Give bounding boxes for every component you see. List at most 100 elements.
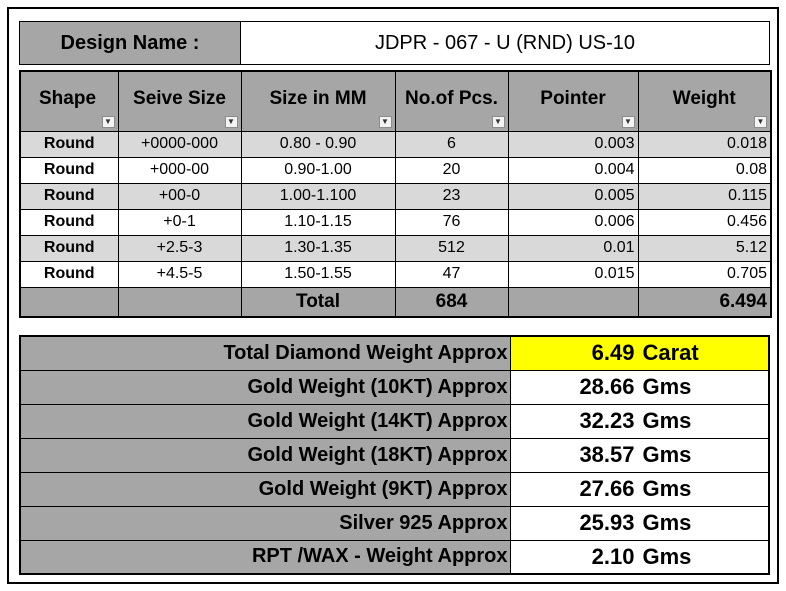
summary-unit: Carat xyxy=(642,340,699,366)
weight-cell[interactable]: 0.115 xyxy=(637,182,772,210)
header-shape-label: Shape xyxy=(39,88,97,110)
pcs-cell[interactable]: 76 xyxy=(394,208,509,236)
dropdown-arrow-icon[interactable]: ▼ xyxy=(224,115,238,128)
pcs-cell[interactable]: 20 xyxy=(394,156,509,184)
pointer-cell[interactable]: 0.003 xyxy=(507,130,639,158)
seive-size-cell[interactable]: +00-0 xyxy=(117,182,242,210)
pcs-cell[interactable]: 6 xyxy=(394,130,509,158)
design-name-label: Design Name : xyxy=(19,21,241,65)
summary-row: Gold Weight (9KT) Approx 27.66 Gms xyxy=(19,471,770,507)
pointer-cell[interactable]: 0.005 xyxy=(507,182,639,210)
weight-cell[interactable]: 0.456 xyxy=(637,208,772,236)
header-pcs: No.of Pcs. ▼ xyxy=(394,70,509,132)
summary-row: Total Diamond Weight Approx 6.49 Carat xyxy=(19,335,770,371)
summary-unit: Gms xyxy=(642,510,692,535)
dropdown-arrow-icon[interactable]: ▼ xyxy=(621,115,635,128)
summary-number: 25.93 xyxy=(579,510,635,535)
dropdown-arrow-icon[interactable]: ▼ xyxy=(754,115,767,128)
pointer-cell[interactable]: 0.01 xyxy=(507,234,639,262)
total-label: Total xyxy=(240,286,396,318)
design-name-table: Design Name : JDPR - 067 - U (RND) US-10 xyxy=(19,21,770,65)
header-pointer: Pointer ▼ xyxy=(507,70,639,132)
shape-cell[interactable]: Round xyxy=(19,208,119,236)
size-mm-cell[interactable]: 1.10-1.15 xyxy=(240,208,396,236)
seive-size-cell[interactable]: +000-00 xyxy=(117,156,242,184)
pointer-cell[interactable]: 0.006 xyxy=(507,208,639,236)
shape-cell[interactable]: Round xyxy=(19,182,119,210)
header-size-mm: Size in MM ▼ xyxy=(240,70,396,132)
size-mm-cell[interactable]: 1.50-1.55 xyxy=(240,260,396,288)
table-row: Round +000-00 0.90-1.00 20 0.004 0.08 xyxy=(19,156,772,184)
summary-label: Total Diamond Weight Approx xyxy=(19,335,511,371)
summary-number: 32.23 xyxy=(579,408,635,433)
shape-cell[interactable]: Round xyxy=(19,260,119,288)
summary-value[interactable]: 2.10 Gms xyxy=(509,539,770,575)
size-mm-cell[interactable]: 0.90-1.00 xyxy=(240,156,396,184)
summary-value[interactable]: 25.93 Gms xyxy=(509,505,770,541)
summary-row: RPT /WAX - Weight Approx 2.10 Gms xyxy=(19,539,770,575)
summary-value[interactable]: 28.66 Gms xyxy=(509,369,770,405)
shape-cell[interactable]: Round xyxy=(19,234,119,262)
summary-unit: Gms xyxy=(642,476,692,501)
pcs-cell[interactable]: 23 xyxy=(394,182,509,210)
table-row: Round +0000-000 0.80 - 0.90 6 0.003 0.018 xyxy=(19,130,772,158)
summary-label: Silver 925 Approx xyxy=(19,505,511,541)
table-row: Round +2.5-3 1.30-1.35 512 0.01 5.12 xyxy=(19,234,772,262)
pcs-cell[interactable]: 512 xyxy=(394,234,509,262)
header-pcs-label: No.of Pcs. xyxy=(405,88,498,110)
summary-number: 38.57 xyxy=(579,442,635,467)
summary-unit: Gms xyxy=(642,442,692,467)
header-weight: Weight ▼ xyxy=(637,70,772,132)
summary-label: Gold Weight (9KT) Approx xyxy=(19,471,511,507)
header-pointer-label: Pointer xyxy=(540,88,606,110)
pcs-cell[interactable]: 47 xyxy=(394,260,509,288)
summary-label: Gold Weight (10KT) Approx xyxy=(19,369,511,405)
size-mm-cell[interactable]: 0.80 - 0.90 xyxy=(240,130,396,158)
seive-size-cell[interactable]: +2.5-3 xyxy=(117,234,242,262)
seive-size-cell[interactable]: +0000-000 xyxy=(117,130,242,158)
summary-value[interactable]: 38.57 Gms xyxy=(509,437,770,473)
size-mm-cell[interactable]: 1.30-1.35 xyxy=(240,234,396,262)
summary-row: Gold Weight (14KT) Approx 32.23 Gms xyxy=(19,403,770,439)
weight-cell[interactable]: 5.12 xyxy=(637,234,772,262)
table-row: Round +00-0 1.00-1.100 23 0.005 0.115 xyxy=(19,182,772,210)
stone-details-table: Shape ▼ Seive Size ▼ Size in MM ▼ No.of Pcs… xyxy=(19,70,772,318)
summary-unit: Gms xyxy=(642,408,692,433)
total-empty-cell xyxy=(117,286,242,318)
total-row: Total 684 6.494 xyxy=(19,286,772,318)
size-mm-cell[interactable]: 1.00-1.100 xyxy=(240,182,396,210)
summary-value[interactable]: 27.66 Gms xyxy=(509,471,770,507)
seive-size-cell[interactable]: +0-1 xyxy=(117,208,242,236)
seive-size-cell[interactable]: +4.5-5 xyxy=(117,260,242,288)
summary-label: RPT /WAX - Weight Approx xyxy=(19,539,511,575)
pointer-cell[interactable]: 0.015 xyxy=(507,260,639,288)
shape-cell[interactable]: Round xyxy=(19,156,119,184)
table-row: Round +4.5-5 1.50-1.55 47 0.015 0.705 xyxy=(19,260,772,288)
summary-number: 27.66 xyxy=(579,476,635,501)
design-name-value[interactable]: JDPR - 067 - U (RND) US-10 xyxy=(240,21,770,65)
table-row: Round +0-1 1.10-1.15 76 0.006 0.456 xyxy=(19,208,772,236)
summary-value[interactable]: 32.23 Gms xyxy=(509,403,770,439)
shape-cell[interactable]: Round xyxy=(19,130,119,158)
summary-label: Gold Weight (18KT) Approx xyxy=(19,437,511,473)
header-seive-size-label: Seive Size xyxy=(133,88,226,110)
header-size-mm-label: Size in MM xyxy=(269,88,367,110)
summary-unit: Gms xyxy=(642,543,692,569)
total-pcs: 684 xyxy=(394,286,509,318)
weight-cell[interactable]: 0.018 xyxy=(637,130,772,158)
weight-cell[interactable]: 0.705 xyxy=(637,260,772,288)
dropdown-arrow-icon[interactable]: ▼ xyxy=(378,115,392,128)
total-weight: 6.494 xyxy=(637,286,772,318)
filter-icon[interactable]: ▼ xyxy=(491,115,505,128)
header-seive-size: Seive Size ▼ xyxy=(117,70,242,132)
header-shape: Shape ▼ xyxy=(19,70,119,132)
total-empty-cell xyxy=(19,286,119,318)
summary-unit: Gms xyxy=(642,374,692,399)
total-empty-cell xyxy=(507,286,639,318)
summary-row: Gold Weight (10KT) Approx 28.66 Gms xyxy=(19,369,770,405)
dropdown-arrow-icon[interactable]: ▼ xyxy=(101,115,115,128)
summary-number: 2.10 xyxy=(591,543,635,569)
pointer-cell[interactable]: 0.004 xyxy=(507,156,639,184)
weight-cell[interactable]: 0.08 xyxy=(637,156,772,184)
summary-value[interactable]: 6.49 Carat xyxy=(509,335,770,371)
